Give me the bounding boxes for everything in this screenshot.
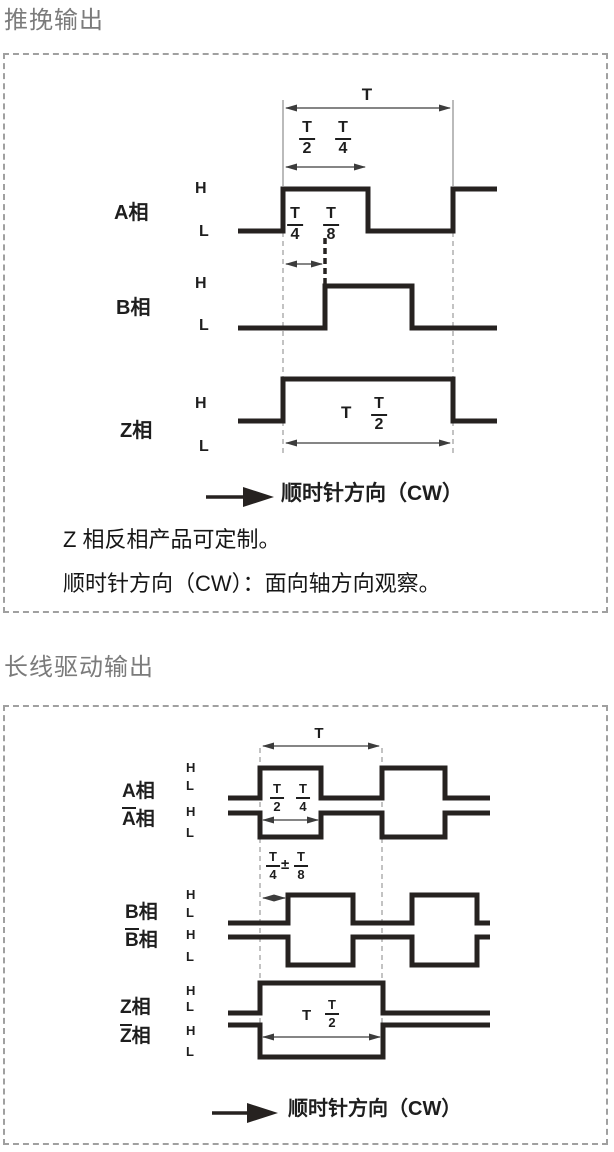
fraction-t-over-2: T 2: [371, 395, 387, 434]
high-level-label: H: [195, 395, 207, 412]
low-level-label: L: [199, 438, 209, 455]
line-driver-panel: [3, 705, 608, 1145]
fraction-numerator: T: [287, 205, 303, 226]
fraction-t-over-2: T 2: [325, 998, 339, 1029]
cw-direction-label: 顺时针方向（CW）: [281, 482, 463, 505]
overbar-letter: A: [122, 807, 136, 830]
phase-b-label: B相: [125, 902, 158, 923]
low-level-label: L: [186, 999, 194, 1014]
phase-a-label: A相: [114, 202, 149, 224]
low-level-label: L: [186, 949, 194, 964]
fraction-denominator: 4: [269, 866, 277, 882]
fraction-numerator: T: [296, 782, 310, 799]
fraction-numerator: T: [299, 119, 315, 140]
fraction-denominator: 8: [326, 225, 336, 243]
phase-a-inverted-label: A相: [122, 807, 155, 831]
low-level-label: L: [199, 223, 209, 240]
high-level-label: H: [186, 760, 196, 775]
note-cw-definition: 顺时针方向（CW）：面向轴方向观察。: [63, 571, 441, 596]
fraction-denominator: 2: [328, 1014, 336, 1030]
overbar-letter: Z: [120, 1024, 132, 1047]
plus-minus-sign: ±: [281, 856, 290, 873]
high-level-label: H: [195, 180, 207, 197]
phase-b-label: B相: [116, 297, 151, 319]
fraction-t-over-4: T 4: [287, 205, 303, 244]
low-level-label: L: [186, 825, 194, 840]
fraction-denominator: 2: [273, 798, 281, 814]
period-label: T: [361, 85, 373, 104]
fraction-denominator: 8: [297, 866, 305, 882]
fraction-numerator: T: [294, 850, 308, 867]
fraction-t-over-4: T 4: [266, 850, 280, 881]
high-level-label: H: [186, 927, 196, 942]
fraction-t-over-2: T 2: [299, 119, 315, 158]
high-level-label: H: [186, 983, 196, 998]
line-driver-diagram: [212, 742, 490, 1123]
push-pull-panel: [3, 53, 608, 613]
phase-z-inverted-label: Z相: [120, 1024, 151, 1048]
fraction-numerator: T: [270, 782, 284, 799]
fraction-numerator: T: [266, 850, 280, 867]
section-title-push-pull-output: 推挽输出: [4, 7, 104, 34]
high-level-label: H: [195, 275, 207, 292]
waveform-phase-b: [228, 892, 490, 926]
high-level-label: H: [186, 804, 196, 819]
waveform-phase-a: [238, 186, 497, 234]
cw-direction-arrow-icon: [243, 487, 274, 507]
phase-suffix: 相: [131, 1026, 151, 1047]
waveform-phase-b: [238, 283, 497, 331]
note-z-phase-custom: Z 相反相产品可定制。: [63, 527, 281, 552]
phase-suffix: 相: [138, 930, 158, 951]
overbar-letter: B: [125, 928, 139, 951]
low-level-label: L: [186, 1044, 194, 1059]
phase-suffix: 相: [135, 809, 155, 830]
high-level-label: H: [186, 887, 196, 902]
fraction-numerator: T: [323, 205, 339, 226]
fraction-denominator: 2: [374, 415, 384, 433]
waveform-phase-z: [228, 980, 490, 1016]
cw-direction-label: 顺时针方向（CW）: [288, 1098, 462, 1120]
waveform-phase-b-inverted: [228, 934, 490, 968]
section-title-line-driver-output: 长线驱动输出: [4, 654, 154, 681]
low-level-label: L: [199, 317, 209, 334]
waveform-phase-z-inverted: [228, 1022, 490, 1060]
fraction-t-over-4: T 4: [335, 119, 351, 158]
period-label: T: [314, 725, 324, 742]
phase-b-inverted-label: B相: [125, 928, 158, 952]
fraction-t-over-8: T 8: [294, 850, 308, 881]
fraction-denominator: 4: [290, 225, 300, 243]
fraction-t-over-4: T 4: [296, 782, 310, 813]
z-width-t-label: T: [302, 1007, 312, 1024]
fraction-denominator: 2: [302, 139, 312, 157]
waveform-phase-z: [238, 376, 497, 424]
fraction-t-over-8: T 8: [323, 205, 339, 244]
fraction-numerator: T: [325, 998, 339, 1015]
push-pull-diagram: [206, 100, 497, 507]
fraction-numerator: T: [335, 119, 351, 140]
fraction-numerator: T: [371, 395, 387, 416]
cw-direction-arrow-icon: [247, 1103, 278, 1123]
z-width-t-label: T: [341, 403, 352, 422]
low-level-label: L: [186, 778, 194, 793]
phase-a-label: A相: [122, 781, 155, 802]
fraction-denominator: 4: [299, 798, 307, 814]
high-level-label: H: [186, 1023, 196, 1038]
waveform-phase-a: [228, 765, 490, 801]
low-level-label: L: [186, 905, 194, 920]
waveform-phase-a-inverted: [228, 810, 490, 840]
phase-z-label: Z相: [120, 420, 153, 442]
phase-z-label: Z相: [120, 997, 151, 1018]
fraction-denominator: 4: [338, 139, 348, 157]
fraction-t-over-2: T 2: [270, 782, 284, 813]
